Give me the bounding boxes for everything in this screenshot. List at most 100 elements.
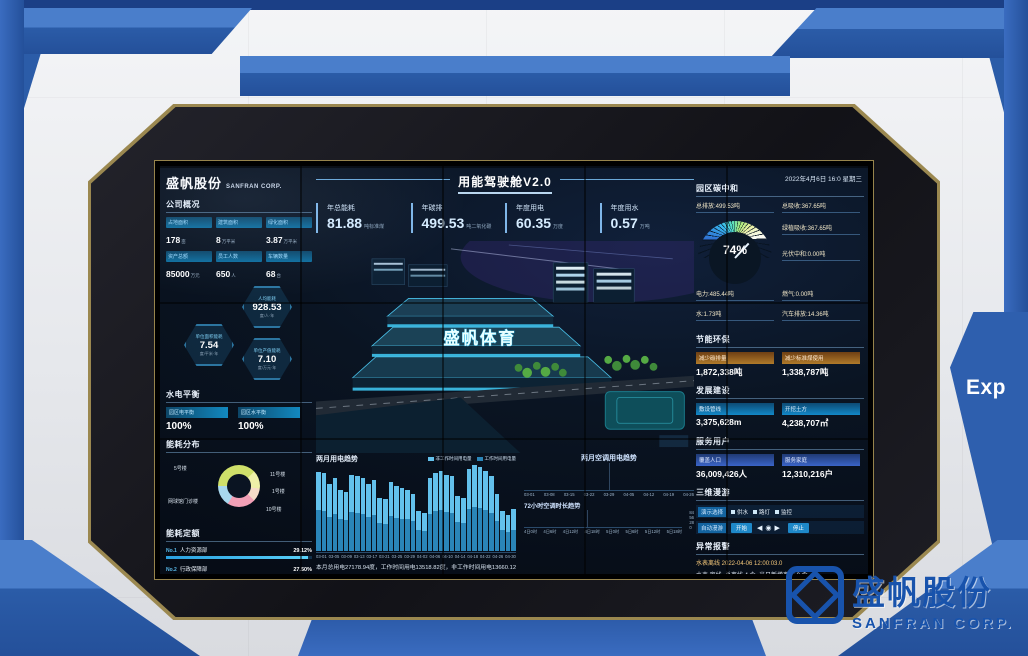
stat-chip: 车辆数量 68台: [266, 251, 312, 282]
sanfran-logo-icon: [786, 566, 844, 624]
building-cluster-left: [371, 258, 448, 287]
env-stat: 减少标准煤使用 1,338,787吨: [782, 352, 860, 378]
donut-label: 11号楼: [270, 472, 286, 478]
users-stat: 覆盖人口 36,009,426人: [696, 454, 774, 480]
stadium-name-text: 盛帆体育: [443, 328, 516, 348]
power-bar: [433, 465, 438, 551]
hexagon-stat: 单位产值能耗 7.10 度/万元·年: [242, 338, 292, 380]
park-3d-view[interactable]: 盛帆体育: [316, 241, 694, 453]
axis-tick: 4日12时: [562, 529, 579, 534]
power-bar: [321, 465, 327, 551]
videowall-bezel: 盛帆股份 SANFRAN CORP. 公司概况 占地面积 178亩 建筑面积 8…: [88, 104, 940, 620]
ac-72h-plot: 84 56 28 0: [524, 510, 694, 530]
power-trend-chart: 两月用电趋势 非工作时间用电量 工作时间用电量 03-01 03-05 03-09 0…: [316, 453, 516, 571]
title-decor-line: [316, 179, 451, 187]
section-development: 发展建设: [696, 385, 864, 399]
page-title: 用能驾驶舱V2.0: [458, 173, 552, 194]
power-bar: [343, 465, 349, 551]
balance-item: 园区水平衡 100%: [238, 407, 300, 432]
power-bar: [477, 465, 483, 551]
section-energy-distribution: 能耗分布: [166, 439, 312, 453]
power-bar: [466, 465, 472, 551]
axis-tick: 03-08: [543, 492, 555, 497]
power-bar: [399, 465, 405, 551]
stat-chip: 员工人数 650人: [216, 251, 262, 282]
axis-tick: 5日0时: [606, 529, 620, 534]
axis-tick: 03-09: [341, 554, 352, 559]
option-street-lights[interactable]: 路灯: [753, 508, 770, 516]
axis-tick: 4日6时: [543, 529, 557, 534]
balance-row: 园区电平衡 100% 园区水平衡 100%: [166, 407, 312, 432]
ac72-ylabels: 84 56 28 0: [689, 510, 694, 530]
users-stat: 服务家庭 12,310,216户: [782, 454, 860, 480]
power-bar: [461, 465, 466, 551]
section-carbon-neutral: 园区碳中和: [696, 183, 864, 197]
power-bar: [388, 465, 394, 551]
corporate-watermark: 盛帆股份 SANFRAN CORP.: [786, 566, 1014, 632]
axis-tick: 0: [689, 525, 692, 530]
env-stat: 减少碳排量 1,872,338吨: [696, 352, 774, 378]
axis-tick: 03-21: [379, 554, 390, 559]
start-button[interactable]: 开始: [731, 522, 753, 533]
carbon-stat: 燃气:0.00吨: [782, 289, 860, 301]
roam-demo-label: 演示选择: [698, 506, 727, 517]
donut-label: 1号楼: [272, 489, 285, 495]
power-bar: [449, 465, 455, 551]
axis-tick: 04-30: [505, 554, 516, 559]
ac-charts: 两月空调用电趋势 03-01 03-08 03-15 03-22 03-29 04-05 0…: [524, 453, 694, 571]
stop-button[interactable]: 停止: [787, 522, 809, 533]
carbon-stat: 光伏中和:0.00吨: [782, 249, 860, 261]
kpi-annual-water: 年度用水 0.57 万吨: [599, 203, 689, 233]
wall-beam-top-right: [770, 8, 1028, 58]
chart-legend: 非工作时间用电量 工作时间用电量: [427, 456, 516, 462]
power-bar: [416, 465, 421, 551]
carbon-stat: 电力:485.44吨: [696, 289, 774, 301]
stat-chip: 建筑面积 8万平米: [216, 217, 262, 248]
right-panel: 2022年4月6日 16:0 星期三 园区碳中和 总排放:499.53吨 总吸收…: [696, 171, 864, 574]
checkbox-icon: [753, 509, 758, 514]
axis-tick: 04-12: [643, 492, 655, 497]
logo-cn-text: 盛帆股份: [166, 176, 223, 191]
power-bar: [371, 465, 377, 551]
kpi-annual-energy: 年总能耗 81.88 吨标准煤: [316, 203, 405, 233]
power-bar: [427, 465, 433, 551]
stat-chip: 资产总额 85000万元: [166, 251, 212, 282]
axis-tick: 03-29: [404, 554, 415, 559]
hexagon-stat: 人均能耗 928.53 度/人·年: [242, 286, 292, 328]
power-bar: [511, 465, 516, 551]
energy-hexagons: 人均能耗 928.53 度/人·年 单位面积能耗 7.54 度/平米·年 单位产…: [166, 286, 312, 382]
watermark-cn-text: 盛帆股份: [852, 574, 992, 611]
stadium-building: 盛帆体育: [351, 298, 613, 391]
power-bar: [338, 465, 343, 551]
power-bar: [494, 465, 500, 551]
option-water-supply[interactable]: 供水: [731, 508, 748, 516]
stat-chip: 占地面积 178亩: [166, 217, 212, 248]
media-controls[interactable]: ◀◉▶: [757, 524, 783, 532]
section-energy-quota: 能耗定额: [166, 528, 312, 542]
donut-label: 网球馆门诊楼: [168, 499, 199, 505]
wall-column-right: [1004, 0, 1028, 330]
building-cluster-right: [552, 262, 635, 303]
power-trend-bars: [316, 465, 516, 553]
axis-tick: 4日18时: [584, 529, 600, 534]
ac72-xticks: 4日0时 4日6时 4日12时 4日18时 5日0时 5日6时 5日12时 5日18时: [524, 529, 682, 535]
power-bar: [377, 465, 382, 551]
record-icon[interactable]: ◉: [765, 524, 775, 532]
carbon-stat: 总排放:499.53吨: [696, 201, 774, 213]
wall-text-exp: Exp: [966, 376, 1007, 399]
donut-label: 10号楼: [266, 507, 282, 513]
chart-title: 两月用电趋势: [316, 456, 358, 463]
dashboard-title-block: 用能驾驶舱V2.0: [316, 171, 694, 195]
axis-tick: 03-15: [563, 492, 575, 497]
axis-tick: 04-26: [683, 492, 694, 497]
option-surveillance[interactable]: 监控: [775, 508, 792, 516]
power-trend-xticks: 03-01 03-05 03-09 03-13 03-17 03-21 03-25 03-29…: [316, 554, 516, 559]
next-icon[interactable]: ▶: [774, 524, 783, 532]
hexagon-stat: 单位面积能耗 7.54 度/平米·年: [184, 324, 234, 366]
axis-tick: 03-13: [353, 554, 365, 559]
section-served-users: 服务用户: [696, 436, 864, 450]
power-bar: [421, 465, 427, 551]
power-bar: [327, 465, 332, 551]
center-panel: 用能驾驶舱V2.0 年总能耗 81.88 吨标准煤 年碳排 499.53 吨二氧化碳: [316, 171, 694, 571]
